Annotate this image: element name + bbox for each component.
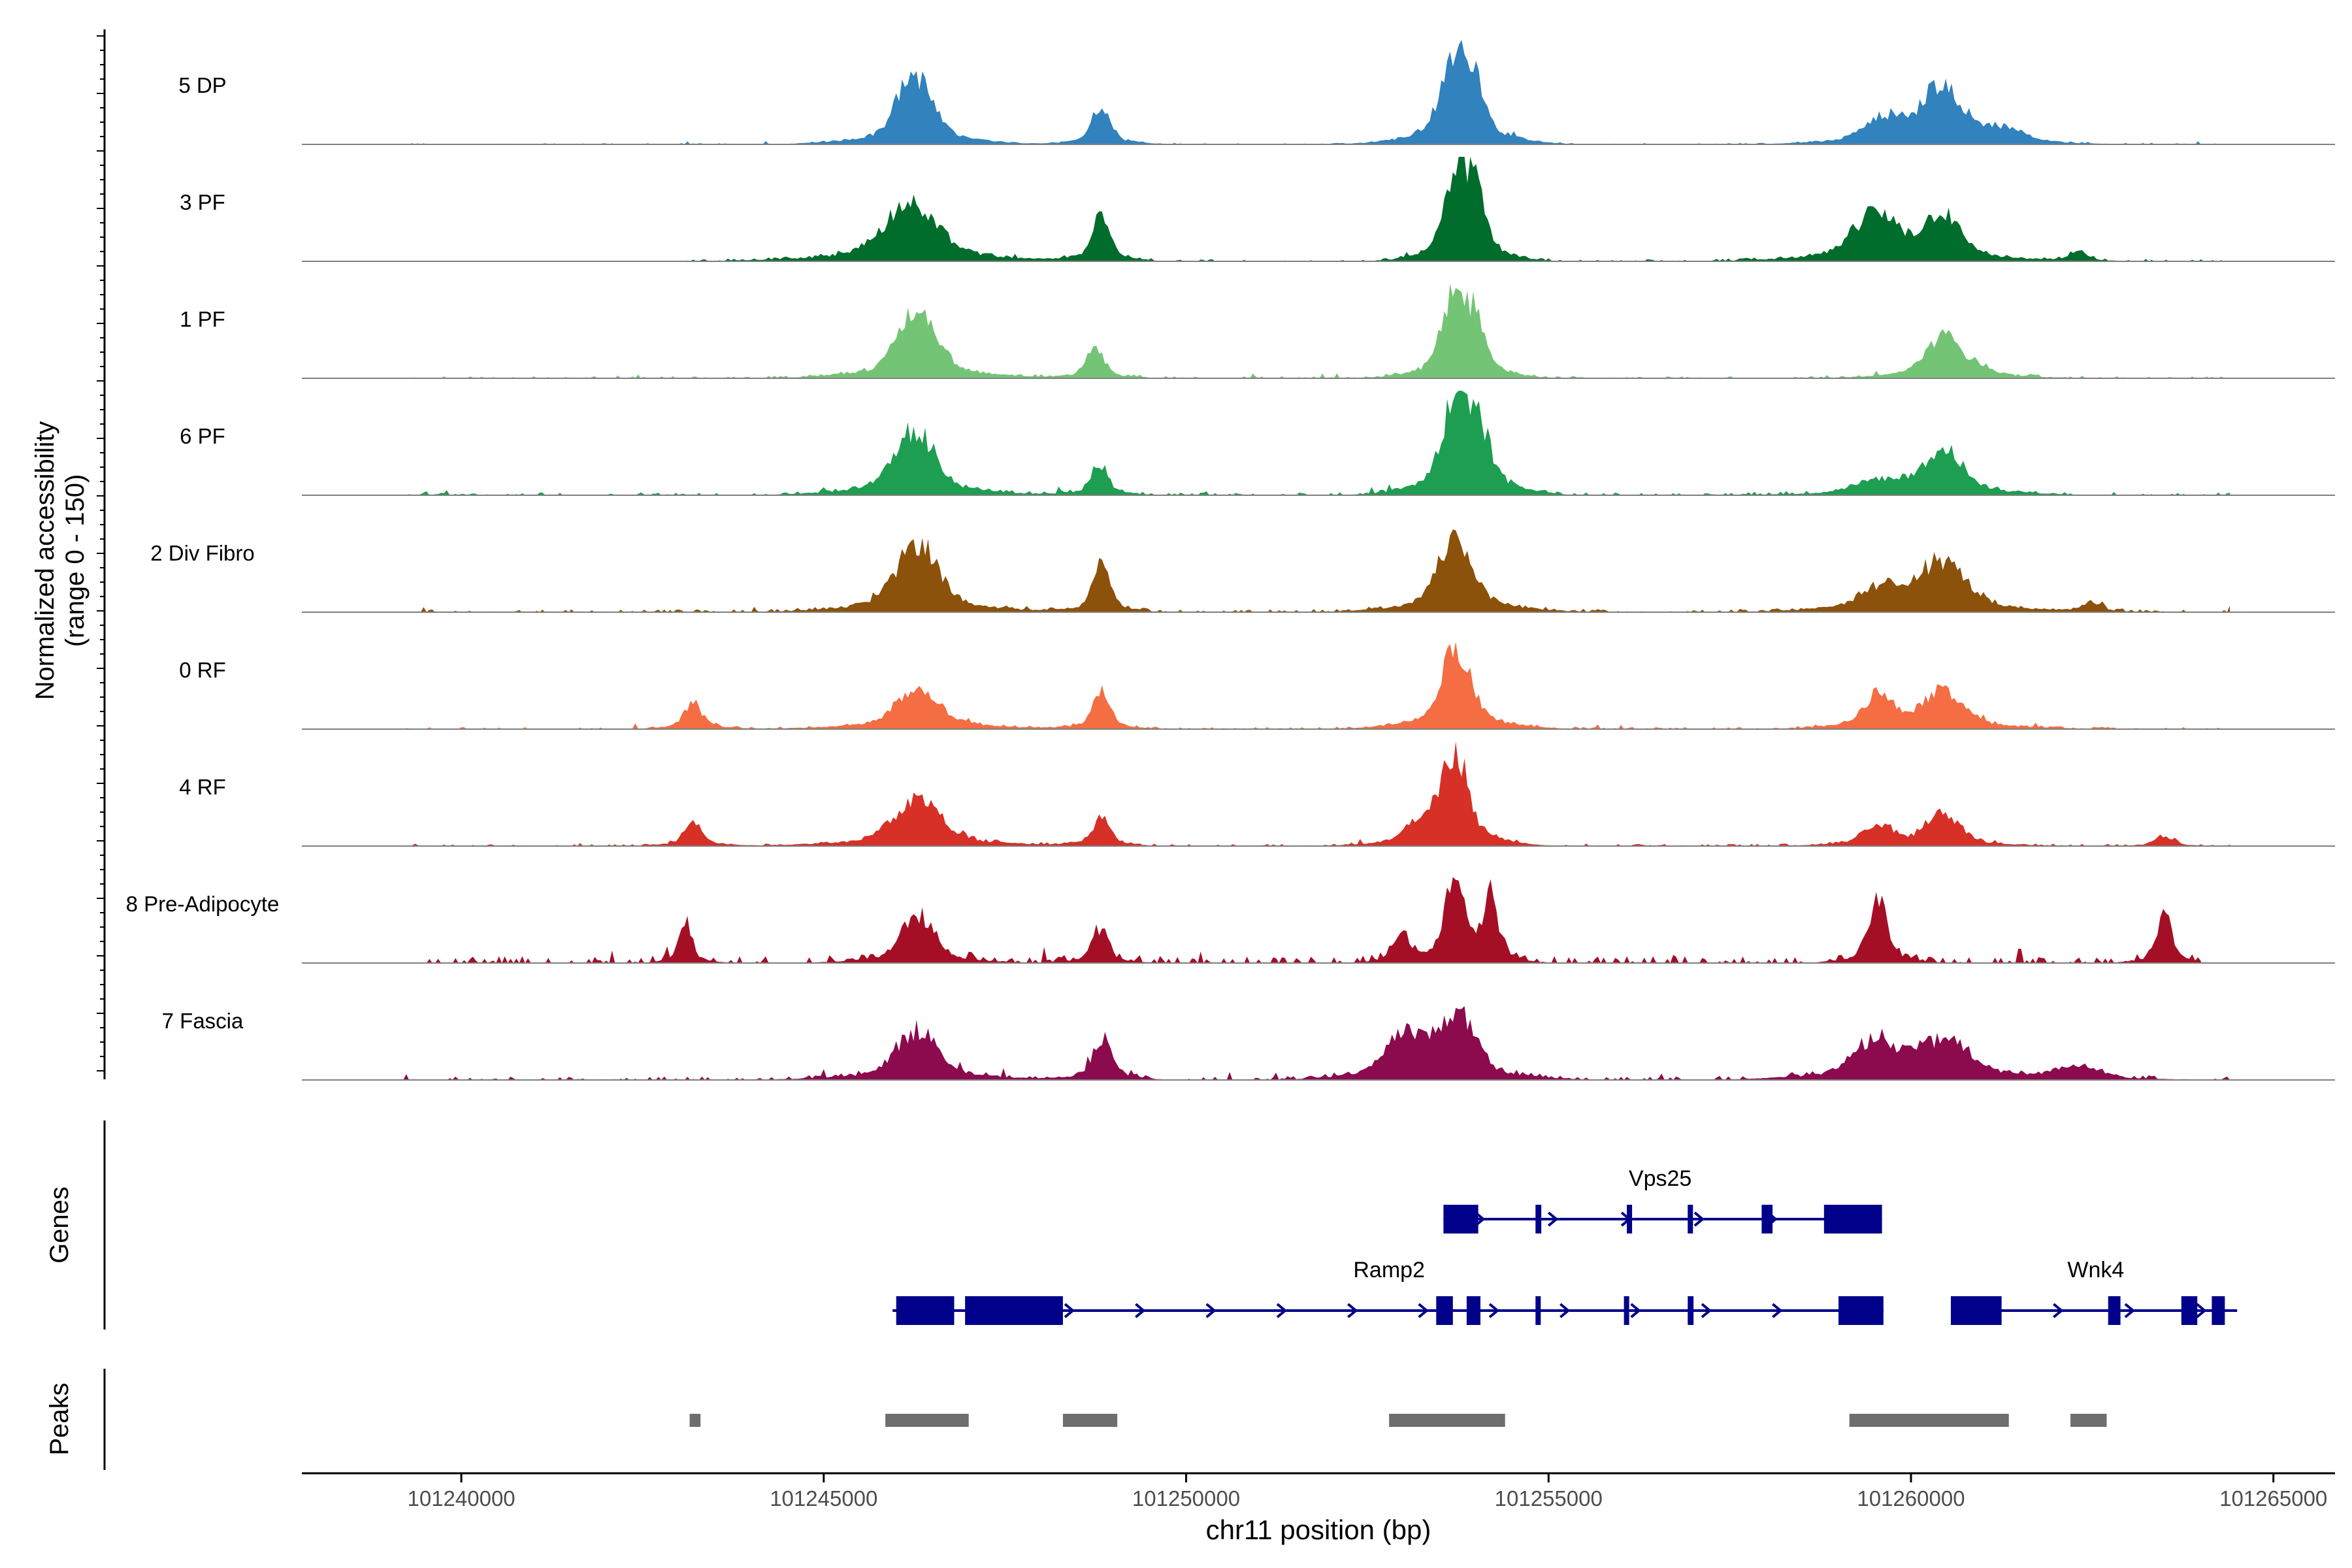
track-2-div-fibro: 2 Div Fibro [150, 529, 2335, 613]
coverage-area [403, 1006, 2230, 1080]
track-5-dp: 5 DP [178, 40, 2335, 145]
track-7-fascia: 7 Fascia [162, 1006, 2335, 1081]
track-4-rf: 4 RF [179, 742, 2335, 847]
y-axis-label-line2: (range 0 - 150) [61, 474, 90, 647]
gene-wnk4: Wnk4 [1950, 1258, 2238, 1325]
exon [1688, 1205, 1693, 1233]
gene-vps25: Vps25 [1443, 1166, 1882, 1233]
strand-arrow [1064, 1303, 1075, 1318]
y-axis-label-line1: Normalized accessibility [31, 421, 59, 700]
strand-arrow [2053, 1303, 2064, 1318]
exon [1688, 1296, 1694, 1325]
x-tick-label: 101265000 [2219, 1486, 2327, 1511]
genes-axis-label: Genes [45, 1186, 74, 1264]
peak-regions [689, 1414, 2107, 1427]
strand-arrow [1630, 1303, 1641, 1318]
strand-arrow [1418, 1303, 1429, 1318]
x-tick-label: 101245000 [770, 1486, 877, 1511]
track-label: 8 Pre-Adipocyte [126, 892, 280, 916]
strand-arrow [1772, 1303, 1783, 1318]
peak-region [1389, 1414, 1505, 1427]
exon [1838, 1296, 1884, 1325]
strand-arrow [1205, 1303, 1217, 1318]
strand-arrow [1135, 1303, 1146, 1318]
exon [1823, 1205, 1882, 1233]
strand-arrow [1701, 1303, 1712, 1318]
x-tick-label: 101250000 [1132, 1486, 1240, 1511]
gene-annotations: Vps25 Ramp2 Wnk4 [892, 1166, 2238, 1325]
gene-ramp2: Ramp2 [892, 1258, 1884, 1325]
track-label: 6 PF [180, 424, 225, 448]
peaks-axis-label: Peaks [45, 1382, 74, 1455]
strand-arrow [1488, 1303, 1500, 1318]
coverage-area [403, 877, 2201, 963]
x-tick-label: 101255000 [1495, 1486, 1603, 1511]
peak-region [1849, 1414, 2009, 1427]
y-axis-ticks [97, 35, 105, 1071]
exon [1624, 1296, 1629, 1325]
strand-arrow [1276, 1303, 1288, 1318]
track-0-rf: 0 RF [179, 642, 2335, 730]
x-tick-label: 101240000 [407, 1486, 515, 1511]
track-1-pf: 1 PF [180, 284, 2335, 379]
strand-arrow [1547, 1211, 1559, 1227]
coverage-area [403, 40, 2215, 144]
gene-label: Ramp2 [1353, 1258, 1425, 1282]
exon [1443, 1205, 1478, 1233]
track-label: 4 RF [179, 775, 226, 799]
coverage-area [403, 284, 2230, 378]
exon [1466, 1296, 1480, 1325]
track-label: 5 DP [178, 73, 226, 97]
exon [965, 1296, 1063, 1325]
coverage-area [403, 391, 2230, 495]
track-label: 1 PF [180, 307, 225, 331]
track-3-pf: 3 PF [180, 157, 2335, 262]
track-6-pf: 6 PF [180, 391, 2335, 496]
exon [1761, 1205, 1773, 1233]
peak-region [2070, 1414, 2107, 1427]
coverage-area [403, 742, 2230, 846]
strand-arrow [1560, 1303, 1571, 1318]
peak-region [1062, 1414, 1118, 1427]
coverage-area [678, 157, 2230, 261]
gene-label: Wnk4 [2067, 1258, 2124, 1282]
exon [2181, 1296, 2198, 1325]
track-label: 2 Div Fibro [150, 541, 255, 565]
exon [1627, 1205, 1633, 1233]
coverage-tracks: 5 DP 3 PF 1 PF 6 PF 2 Div Fibro 0 RF 4 RF 8 Pre… [126, 40, 2335, 1081]
exon [1535, 1296, 1541, 1325]
peak-region [689, 1414, 701, 1427]
strand-arrow [2124, 1303, 2136, 1318]
strand-arrow [1693, 1211, 1705, 1227]
coverage-area [403, 529, 2230, 612]
peak-region [885, 1414, 969, 1427]
strand-arrow [1347, 1303, 1358, 1318]
exon [2212, 1296, 2225, 1325]
track-label: 0 RF [179, 658, 226, 682]
track-label: 7 Fascia [162, 1009, 244, 1033]
track-8-pre-adipocyte: 8 Pre-Adipocyte [126, 877, 2335, 964]
gene-label: Vps25 [1629, 1166, 1691, 1191]
exon [896, 1296, 955, 1325]
x-axis-label: chr11 position (bp) [1206, 1514, 1431, 1545]
x-axis-ticks: 101240000 101245000 101250000 101255000 1012… [407, 1473, 2327, 1511]
x-tick-label: 101260000 [1857, 1486, 1965, 1511]
track-label: 3 PF [180, 190, 225, 214]
exon [1950, 1296, 2002, 1325]
exon [2108, 1296, 2121, 1325]
coverage-area [403, 642, 2230, 729]
exon [1535, 1205, 1542, 1233]
exon [1436, 1296, 1453, 1325]
strand-arrow [2196, 1303, 2207, 1318]
